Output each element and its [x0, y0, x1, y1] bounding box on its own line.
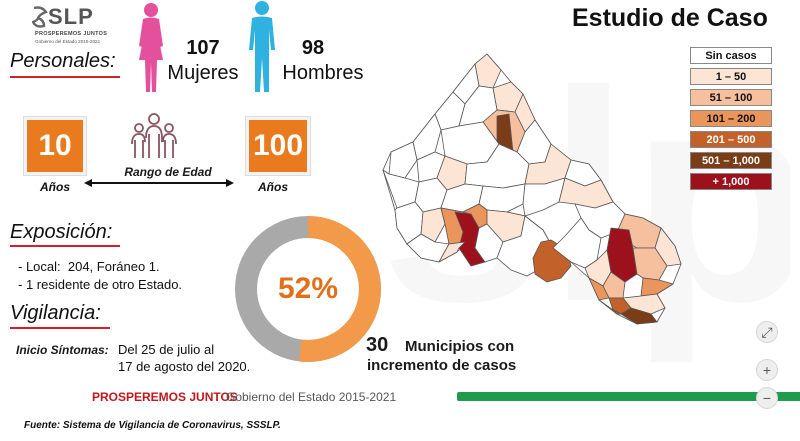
men-label: Hombres: [282, 62, 364, 84]
municipios-line-2: incremento de casos: [367, 357, 517, 374]
footer-government: Gobierno del Estado 2015-2021: [226, 390, 397, 404]
age-range-label: Rango de Edad: [124, 165, 212, 179]
slp-logo: SLP PROSPEREMOS JUNTOS Gobierno del Esta…: [32, 4, 108, 48]
legend-item: 201 – 500: [690, 131, 772, 148]
footer-bar: [72, 390, 800, 404]
age-max-label: Años: [258, 180, 288, 194]
exposicion-heading: Exposición:: [10, 221, 113, 243]
municipios-line-1: Municipios con: [405, 338, 515, 355]
age-max-box: 100: [246, 117, 310, 175]
age-min-label: Años: [40, 180, 70, 194]
municipios-count: 30: [366, 334, 389, 356]
legend-item: 101 – 200: [690, 110, 772, 127]
double-arrow-icon: [84, 179, 234, 187]
vigilancia-heading: Vigilancia:: [10, 302, 101, 324]
inicio-sintomas-label: Inicio Síntomas:: [16, 343, 109, 357]
logo-text: SLP: [48, 4, 94, 29]
female-figure-icon: [139, 3, 163, 92]
zoom-in-button[interactable]: +: [756, 359, 778, 381]
men-count: 98: [301, 37, 325, 59]
zoom-out-button[interactable]: −: [756, 387, 778, 409]
logo-tagline: PROSPEREMOS JUNTOS: [35, 31, 108, 37]
inicio-sintomas-text-2: 17 de agosto del 2020.: [118, 359, 251, 374]
heading-underline: [10, 76, 120, 78]
legend-item: 501 – 1,000: [690, 152, 772, 169]
heading-underline: [10, 245, 120, 247]
age-min-box: 10: [24, 117, 86, 175]
inicio-sintomas-text-1: Del 25 de julio al: [118, 342, 215, 357]
personales-heading: Personales:: [10, 50, 116, 72]
women-count: 107: [186, 37, 220, 59]
legend-item: Sin casos: [690, 47, 772, 64]
footer-green-stripe: [457, 392, 800, 401]
legend-item: 51 – 100: [690, 89, 772, 106]
exposicion-line-2: - 1 residente de otro Estado.: [18, 277, 183, 292]
page-title: Estudio de Caso: [572, 4, 768, 32]
percent-donut-chart: [235, 216, 381, 362]
legend-item: 1 – 50: [690, 68, 772, 85]
logo-emblem-icon: [32, 6, 48, 28]
legend-item: + 1,000: [690, 173, 772, 190]
male-figure-icon: [249, 1, 275, 92]
footer-brand: PROSPEREMOS JUNTOS: [92, 390, 238, 404]
map-legend: Sin casos 1 – 50 51 – 100 101 – 200 201 – 50…: [690, 47, 772, 194]
exposicion-line-1: - Local: 204, Foráneo 1.: [18, 259, 160, 274]
people-group-icon: [131, 113, 177, 158]
logo-subtitle: Gobierno del Estado 2015-2021: [35, 39, 101, 44]
heading-underline: [10, 327, 110, 329]
donut-percent-label: 52%: [277, 272, 339, 305]
fit-view-button[interactable]: ⤢: [756, 321, 778, 343]
slp-municipalities-map: [382, 53, 682, 325]
data-source: Fuente: Sistema de Vigilancia de Coronav…: [24, 420, 281, 431]
donut-percent-arc: [235, 216, 381, 362]
women-label: Mujeres: [167, 62, 239, 84]
